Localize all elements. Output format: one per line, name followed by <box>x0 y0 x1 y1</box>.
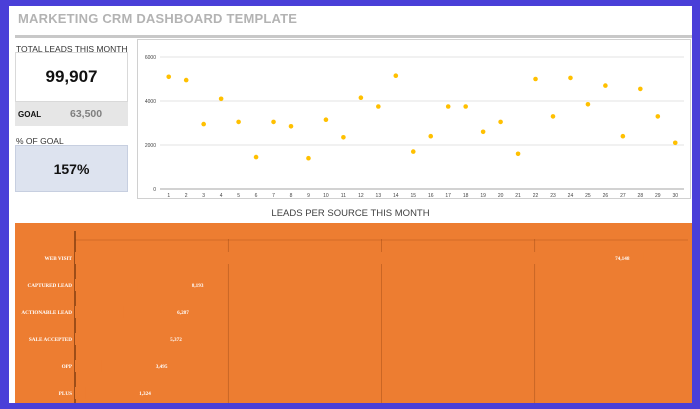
x-tick-label: 7 <box>272 193 275 198</box>
x-tick-label: 15 <box>410 193 416 198</box>
data-point <box>358 95 364 100</box>
y-tick-label: 6000 <box>145 55 156 61</box>
data-point <box>498 119 503 125</box>
category-label: SALE ACCEPTED <box>29 337 72 343</box>
data-point <box>271 119 276 125</box>
x-tick-label: 24 <box>568 193 574 198</box>
bar-value-label: 3,495 <box>156 364 168 370</box>
bar-value-label: 1,324 <box>139 391 151 397</box>
x-tick-label: 30 <box>672 193 678 198</box>
x-tick-label: 2 <box>185 193 188 198</box>
data-point <box>480 129 486 135</box>
data-point <box>218 96 224 102</box>
x-tick-label: 10 <box>323 193 329 198</box>
x-tick-label: 14 <box>393 193 399 198</box>
x-tick-label: 12 <box>358 193 364 198</box>
x-tick-label: 22 <box>533 193 539 198</box>
x-tick-label: 27 <box>620 193 626 198</box>
x-tick-label: 18 <box>463 193 469 198</box>
leads-per-source-title: LEADS PER SOURCE THIS MONTH <box>271 208 430 219</box>
bar-value-label: 5,372 <box>170 337 182 343</box>
x-tick-label: 11 <box>341 193 346 198</box>
y-tick-label: 2000 <box>145 143 156 149</box>
data-point <box>550 114 556 119</box>
x-tick-label: 19 <box>480 193 486 198</box>
goal-value: 63,500 <box>70 108 103 120</box>
data-point <box>376 104 381 109</box>
category-label: OPP <box>62 364 73 370</box>
total-leads-card: 99,907 <box>15 52 128 102</box>
data-point <box>288 124 294 129</box>
data-point <box>323 117 329 122</box>
bar-value-label: 6,287 <box>177 310 189 316</box>
data-point <box>236 119 241 125</box>
x-tick-label: 17 <box>445 193 451 198</box>
bar <box>75 360 102 372</box>
data-point <box>341 135 346 140</box>
x-tick-label: 16 <box>428 193 434 198</box>
data-point <box>585 102 591 107</box>
bar-value-label: 8,193 <box>192 283 204 289</box>
data-point <box>445 104 451 109</box>
data-point <box>672 140 678 146</box>
data-point <box>620 133 626 139</box>
dashboard-sheet: MARKETING CRM DASHBOARD TEMPLATE TOTAL L… <box>9 6 692 403</box>
x-tick-label: 29 <box>655 193 661 198</box>
x-tick-label: 9 <box>307 193 310 198</box>
y-tick-label: 4000 <box>145 99 156 105</box>
x-tick-label: 23 <box>550 193 556 198</box>
data-point <box>253 154 259 160</box>
y-tick-label: 0 <box>153 187 156 193</box>
bar <box>75 279 138 291</box>
total-leads-value: 99,907 <box>45 67 98 86</box>
data-point <box>603 83 608 88</box>
data-point <box>410 149 416 154</box>
page-title: MARKETING CRM DASHBOARD TEMPLATE <box>18 11 298 26</box>
category-label: ACTIONABLE LEAD <box>21 310 72 316</box>
x-tick-label: 26 <box>603 193 609 198</box>
data-point <box>463 104 468 109</box>
x-tick-label: 6 <box>255 193 258 198</box>
bar <box>75 333 117 345</box>
data-point <box>393 73 399 78</box>
x-tick-label: 21 <box>515 193 521 198</box>
data-point <box>533 76 538 82</box>
category-label: PLUS <box>59 391 72 397</box>
x-tick-label: 13 <box>376 193 382 198</box>
title-divider <box>15 35 692 38</box>
x-tick-label: 8 <box>290 193 293 198</box>
data-point <box>428 133 434 139</box>
category-label: WEB VISIT <box>45 256 73 262</box>
goal-row: GOAL 63,500 <box>15 102 128 126</box>
pct-goal-label: % OF GOAL <box>16 136 64 146</box>
daily-leads-chart: 0 2000 4000 6000 1 2 3 4 5 6 7 8 9 10 11 12 13 14 15 16 17 18… <box>137 39 691 199</box>
data-point <box>568 75 573 81</box>
bar <box>75 306 124 318</box>
bar <box>75 252 644 264</box>
category-label: CAPTURED LEAD <box>27 283 72 289</box>
x-tick-label: 25 <box>585 193 591 198</box>
x-tick-label: 3 <box>202 193 205 198</box>
x-tick-label: 28 <box>638 193 644 198</box>
data-point <box>183 77 189 83</box>
x-tick-label: 1 <box>167 193 170 198</box>
data-point <box>201 121 206 127</box>
data-point <box>515 151 521 157</box>
pct-goal-card: 157% <box>15 145 128 192</box>
total-leads-label: TOTAL LEADS THIS MONTH <box>16 44 128 54</box>
bar <box>75 387 86 399</box>
pct-goal-value: 157% <box>53 160 90 177</box>
leads-per-source-chart: WEB VISIT 74,148 CAPTURED LEAD 8,193 ACTIONA… <box>15 223 692 403</box>
data-point <box>655 114 661 119</box>
data-point <box>306 155 311 161</box>
x-tick-label: 20 <box>498 193 504 198</box>
data-point <box>638 86 643 92</box>
bar-value-label: 74,148 <box>615 256 630 262</box>
leads-per-source-bars: WEB VISIT 74,148 CAPTURED LEAD 8,193 ACTIONA… <box>21 231 688 403</box>
data-point <box>166 74 172 80</box>
x-tick-label: 5 <box>237 193 240 198</box>
x-tick-label: 4 <box>220 193 223 198</box>
goal-label: GOAL <box>18 109 42 119</box>
